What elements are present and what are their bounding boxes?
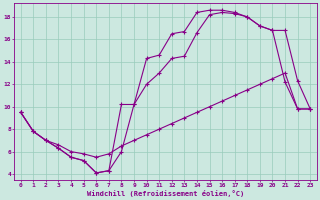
X-axis label: Windchill (Refroidissement éolien,°C): Windchill (Refroidissement éolien,°C) [87,190,244,197]
